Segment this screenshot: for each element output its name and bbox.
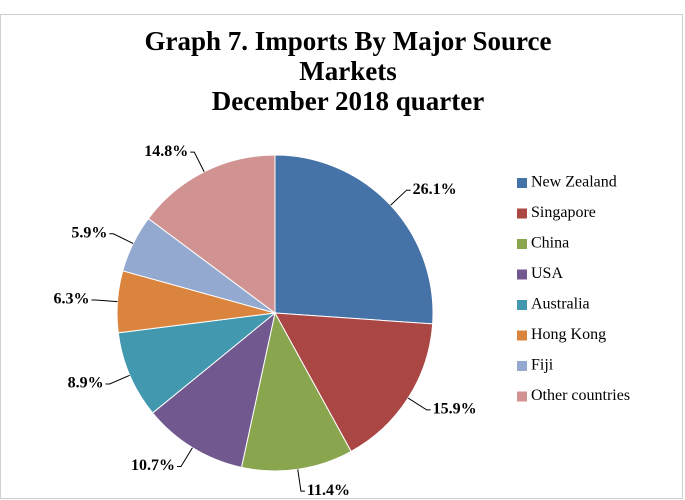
legend-swatch [517,239,527,249]
leader-line [390,189,411,206]
data-label: 5.9% [71,224,107,241]
chart-title: Graph 7. Imports By Major Source Markets [144,26,552,86]
legend-label: Other countries [531,387,630,404]
legend-label: Australia [531,296,590,313]
data-label: 10.7% [131,457,175,474]
legend-swatch [517,361,527,371]
legend-label: Hong Kong [531,326,606,343]
legend-swatch [517,208,527,219]
legend-swatch [517,178,527,188]
data-label: 15.9% [433,401,477,418]
legend-label: Singapore [531,204,596,221]
data-label: 11.4% [307,482,350,499]
legend-swatch [517,391,527,402]
chart-title-block: Graph 7. Imports By Major Source Markets… [110,26,586,116]
pie-slice [240,311,352,472]
legend-swatch [517,330,527,341]
leader-line [190,151,205,172]
legend-label: China [531,235,569,252]
data-label: 8.9% [68,375,104,392]
data-label: 26.1% [413,181,457,198]
legend-label: USA [531,265,563,282]
chart-subtitle: December 2018 quarter [211,86,485,116]
legend-label: New Zealand [531,174,617,191]
pie-slice [274,312,434,453]
pie-slice [117,312,277,414]
data-label: 14.8% [144,143,188,160]
leader-line [407,397,431,411]
legend-swatch [517,269,527,280]
data-label: 6.3% [53,291,89,308]
leader-line [105,374,130,385]
leader-line [297,469,305,492]
leader-line [91,299,118,303]
pie-slice [151,311,276,469]
legend-label: Fiji [531,357,554,374]
leader-line [176,447,193,467]
chart-frame [0,14,683,499]
pie-slice [147,154,276,314]
pie-slice [274,154,434,325]
legend-swatch [517,300,527,310]
leader-line [109,233,134,244]
